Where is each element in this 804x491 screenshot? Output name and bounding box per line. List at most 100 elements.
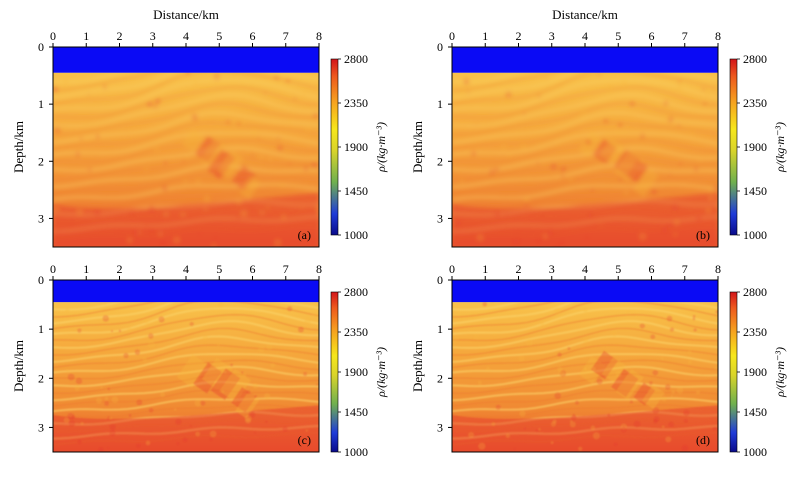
reflector bbox=[53, 404, 319, 418]
panel-label: (b) bbox=[696, 228, 710, 242]
texture-speck bbox=[688, 360, 692, 364]
fault-block bbox=[590, 350, 619, 380]
texture-speck bbox=[708, 186, 713, 191]
texture-speck bbox=[136, 443, 141, 449]
texture-speck bbox=[146, 101, 154, 108]
texture-speck bbox=[696, 215, 702, 222]
texture-speck bbox=[683, 418, 688, 424]
texture-speck bbox=[278, 338, 281, 341]
texture-speck bbox=[556, 142, 560, 146]
fault-block bbox=[235, 391, 260, 419]
texture-speck bbox=[554, 307, 561, 315]
texture-speck bbox=[198, 232, 201, 236]
texture-speck bbox=[241, 371, 244, 374]
fault-block bbox=[206, 148, 236, 180]
colorbar-tick-label: 1900 bbox=[344, 365, 368, 379]
reflector bbox=[53, 313, 319, 342]
texture-speck bbox=[520, 143, 527, 151]
texture-speck bbox=[674, 220, 680, 226]
deep-layer bbox=[53, 192, 319, 247]
texture-speck bbox=[712, 141, 718, 149]
texture-speck bbox=[668, 172, 672, 176]
colorbar bbox=[330, 291, 339, 453]
fault-block bbox=[239, 176, 261, 200]
texture-speck bbox=[71, 221, 74, 224]
colorbar bbox=[729, 58, 738, 236]
texture-speck bbox=[107, 446, 110, 449]
texture-speck bbox=[705, 207, 712, 214]
panel-d: 0 1 2 3 4 5 6 7 8 0 1 2 3 Depth/km (d) 2800 2350 1900 1450… bbox=[410, 262, 787, 459]
water-layer bbox=[452, 47, 718, 73]
texture-speck bbox=[508, 101, 511, 104]
sediment-layers bbox=[53, 47, 319, 247]
texture-speck bbox=[540, 323, 546, 328]
texture-speck bbox=[557, 352, 562, 357]
fault-block bbox=[231, 165, 257, 191]
texture-speck bbox=[583, 367, 588, 371]
texture-speck bbox=[676, 84, 683, 91]
texture-speck bbox=[522, 305, 525, 309]
texture-speck bbox=[209, 430, 217, 438]
sediment-layers bbox=[53, 280, 319, 452]
y-tick-label: 3 bbox=[437, 420, 443, 434]
texture-speck bbox=[523, 196, 530, 203]
y-axis-label: Depth/km bbox=[410, 340, 425, 392]
reflector bbox=[452, 111, 718, 144]
y-tick-label: 0 bbox=[38, 273, 44, 287]
x-tick-label: 6 bbox=[250, 29, 256, 43]
texture-speck bbox=[260, 210, 265, 215]
texture-speck bbox=[571, 414, 577, 421]
texture-speck bbox=[183, 179, 188, 184]
texture-speck bbox=[662, 115, 670, 123]
y-tick-label: 2 bbox=[38, 154, 44, 168]
texture-speck bbox=[610, 152, 618, 160]
reflector bbox=[53, 174, 319, 195]
x-tick-label: 0 bbox=[50, 29, 56, 43]
texture-speck bbox=[590, 187, 595, 192]
texture-speck bbox=[713, 185, 718, 192]
water-layer bbox=[53, 280, 319, 303]
texture-speck bbox=[293, 96, 297, 100]
texture-speck bbox=[87, 93, 90, 96]
texture-speck bbox=[274, 75, 279, 80]
texture-speck bbox=[102, 315, 110, 322]
reflector bbox=[452, 78, 718, 111]
colorbar-label: ρ/(kg·m⁻³) bbox=[773, 122, 787, 173]
y-tick-label: 0 bbox=[437, 40, 443, 54]
y-axis-label: Depth/km bbox=[410, 121, 425, 173]
reflector bbox=[53, 131, 319, 156]
texture-speck bbox=[148, 333, 154, 339]
x-axis-label: Distance/km bbox=[153, 7, 219, 22]
texture-speck bbox=[148, 205, 156, 213]
texture-speck bbox=[215, 171, 221, 177]
texture-speck bbox=[304, 318, 311, 325]
texture-speck bbox=[523, 427, 526, 430]
texture-speck bbox=[226, 120, 231, 124]
texture-speck bbox=[463, 78, 470, 85]
texture-speck bbox=[274, 239, 281, 246]
texture-speck bbox=[80, 421, 84, 425]
texture-speck bbox=[486, 366, 490, 371]
texture-speck bbox=[693, 307, 699, 312]
texture-speck bbox=[667, 222, 673, 228]
texture-speck bbox=[163, 211, 169, 217]
reflector bbox=[452, 131, 718, 156]
texture-speck bbox=[303, 93, 306, 96]
texture-speck bbox=[677, 123, 681, 127]
texture-speck bbox=[661, 425, 665, 429]
texture-speck bbox=[298, 139, 302, 143]
texture-speck bbox=[67, 412, 75, 420]
texture-speck bbox=[77, 439, 82, 444]
texture-speck bbox=[246, 390, 251, 395]
texture-speck bbox=[252, 383, 259, 389]
texture-speck bbox=[235, 198, 243, 205]
colorbar-tick-label: 1900 bbox=[743, 365, 767, 379]
x-tick-label: 3 bbox=[549, 29, 555, 43]
texture-speck bbox=[211, 244, 216, 247]
texture-speck bbox=[293, 185, 296, 188]
colorbar-tick-label: 2800 bbox=[344, 52, 368, 66]
texture-speck bbox=[221, 390, 225, 393]
texture-speck bbox=[144, 318, 149, 324]
x-tick-label: 6 bbox=[649, 262, 655, 276]
texture-speck bbox=[209, 437, 213, 442]
